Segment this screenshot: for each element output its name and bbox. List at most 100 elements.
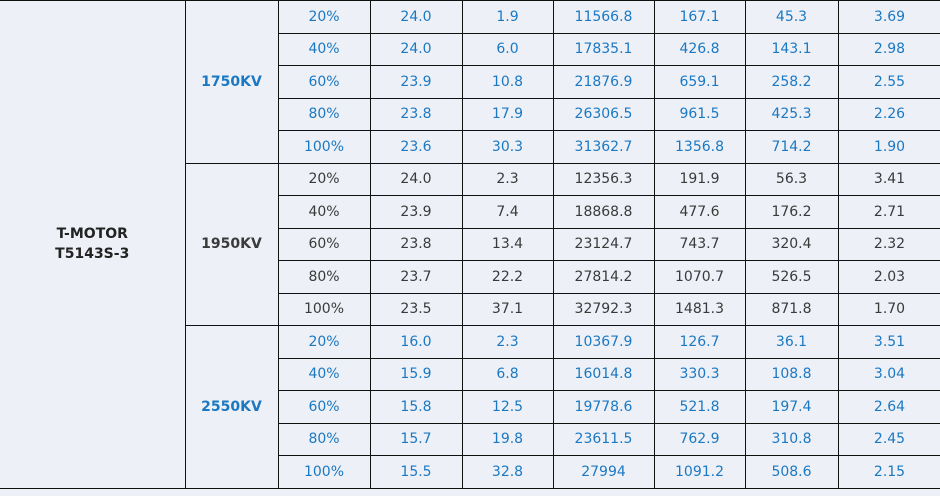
thrust-cell: 191.9 (653, 162, 746, 196)
voltage-cell: 24.0 (369, 32, 463, 66)
thrust-cell: 521.8 (653, 390, 746, 424)
efficiency-cell: 2.55 (837, 65, 940, 99)
rpm-cell: 31362.7 (552, 130, 655, 164)
voltage-cell: 15.7 (369, 422, 463, 456)
table-row: 100% 23.5 37.1 32792.3 1481.3 871.8 1.70 (0, 292, 940, 326)
efficiency-cell: 1.90 (837, 130, 940, 164)
thrust-cell: 961.5 (653, 97, 746, 131)
thrust-cell: 126.7 (653, 325, 746, 359)
power-cell: 176.2 (744, 195, 839, 229)
kv-rating-cell: 1950KV (184, 162, 279, 326)
voltage-cell: 23.6 (369, 130, 463, 164)
rpm-cell: 27814.2 (552, 260, 655, 294)
current-cell: 13.4 (461, 227, 554, 261)
rpm-cell: 11566.8 (552, 0, 655, 34)
thrust-cell: 743.7 (653, 227, 746, 261)
throttle-cell: 60% (277, 390, 371, 424)
kv-rating-cell: 1750KV (184, 0, 279, 164)
current-cell: 10.8 (461, 65, 554, 99)
power-cell: 526.5 (744, 260, 839, 294)
current-cell: 6.0 (461, 32, 554, 66)
voltage-cell: 16.0 (369, 325, 463, 359)
current-cell: 1.9 (461, 0, 554, 34)
power-cell: 56.3 (744, 162, 839, 196)
power-cell: 45.3 (744, 0, 839, 34)
throttle-cell: 40% (277, 32, 371, 66)
throttle-cell: 20% (277, 325, 371, 359)
current-cell: 12.5 (461, 390, 554, 424)
efficiency-cell: 3.41 (837, 162, 940, 196)
thrust-cell: 1070.7 (653, 260, 746, 294)
rpm-cell: 17835.1 (552, 32, 655, 66)
rpm-cell: 18868.8 (552, 195, 655, 229)
throttle-cell: 80% (277, 97, 371, 131)
current-cell: 2.3 (461, 325, 554, 359)
table-row: 40% 24.0 6.0 17835.1 426.8 143.1 2.98 (0, 32, 940, 66)
current-cell: 19.8 (461, 422, 554, 456)
voltage-cell: 15.9 (369, 357, 463, 391)
throttle-cell: 80% (277, 422, 371, 456)
power-cell: 714.2 (744, 130, 839, 164)
voltage-cell: 15.5 (369, 455, 463, 489)
voltage-cell: 23.9 (369, 65, 463, 99)
throttle-cell: 100% (277, 455, 371, 489)
power-cell: 871.8 (744, 292, 839, 326)
efficiency-cell: 1.70 (837, 292, 940, 326)
throttle-cell: 60% (277, 227, 371, 261)
rpm-cell: 16014.8 (552, 357, 655, 391)
throttle-cell: 40% (277, 357, 371, 391)
rpm-cell: 21876.9 (552, 65, 655, 99)
throttle-cell: 60% (277, 65, 371, 99)
table-row: 80% 15.7 19.8 23611.5 762.9 310.8 2.45 (0, 422, 940, 456)
current-cell: 30.3 (461, 130, 554, 164)
thrust-cell: 1481.3 (653, 292, 746, 326)
throttle-cell: 20% (277, 162, 371, 196)
voltage-cell: 23.5 (369, 292, 463, 326)
efficiency-cell: 2.03 (837, 260, 940, 294)
efficiency-cell: 2.15 (837, 455, 940, 489)
power-cell: 320.4 (744, 227, 839, 261)
throttle-cell: 40% (277, 195, 371, 229)
thrust-cell: 330.3 (653, 357, 746, 391)
motor-model-line1: T-MOTOR (56, 226, 128, 243)
efficiency-cell: 2.26 (837, 97, 940, 131)
thrust-cell: 762.9 (653, 422, 746, 456)
rpm-cell: 32792.3 (552, 292, 655, 326)
current-cell: 32.8 (461, 455, 554, 489)
throttle-cell: 80% (277, 260, 371, 294)
throttle-cell: 100% (277, 292, 371, 326)
rpm-cell: 27994 (552, 455, 655, 489)
rpm-cell: 23124.7 (552, 227, 655, 261)
thrust-cell: 167.1 (653, 0, 746, 34)
table-row: 40% 15.9 6.8 16014.8 330.3 108.8 3.04 (0, 357, 940, 391)
current-cell: 37.1 (461, 292, 554, 326)
efficiency-cell: 3.04 (837, 357, 940, 391)
kv-rating-cell: 2550KV (184, 325, 279, 489)
power-cell: 508.6 (744, 455, 839, 489)
rpm-cell: 10367.9 (552, 325, 655, 359)
power-cell: 108.8 (744, 357, 839, 391)
voltage-cell: 23.9 (369, 195, 463, 229)
thrust-cell: 477.6 (653, 195, 746, 229)
voltage-cell: 23.8 (369, 227, 463, 261)
table-row: 100% 15.5 32.8 27994 1091.2 508.6 2.15 (0, 455, 940, 489)
efficiency-cell: 2.98 (837, 32, 940, 66)
power-cell: 36.1 (744, 325, 839, 359)
efficiency-cell: 2.32 (837, 227, 940, 261)
power-cell: 425.3 (744, 97, 839, 131)
rpm-cell: 26306.5 (552, 97, 655, 131)
rpm-cell: 19778.6 (552, 390, 655, 424)
efficiency-cell: 3.51 (837, 325, 940, 359)
motor-model-line2: T5143S-3 (55, 246, 130, 263)
efficiency-cell: 2.45 (837, 422, 940, 456)
throttle-cell: 100% (277, 130, 371, 164)
voltage-cell: 15.8 (369, 390, 463, 424)
efficiency-cell: 3.69 (837, 0, 940, 34)
thrust-cell: 1356.8 (653, 130, 746, 164)
power-cell: 143.1 (744, 32, 839, 66)
table-row: 80% 23.8 17.9 26306.5 961.5 425.3 2.26 (0, 97, 940, 131)
rpm-cell: 12356.3 (552, 162, 655, 196)
thrust-cell: 659.1 (653, 65, 746, 99)
